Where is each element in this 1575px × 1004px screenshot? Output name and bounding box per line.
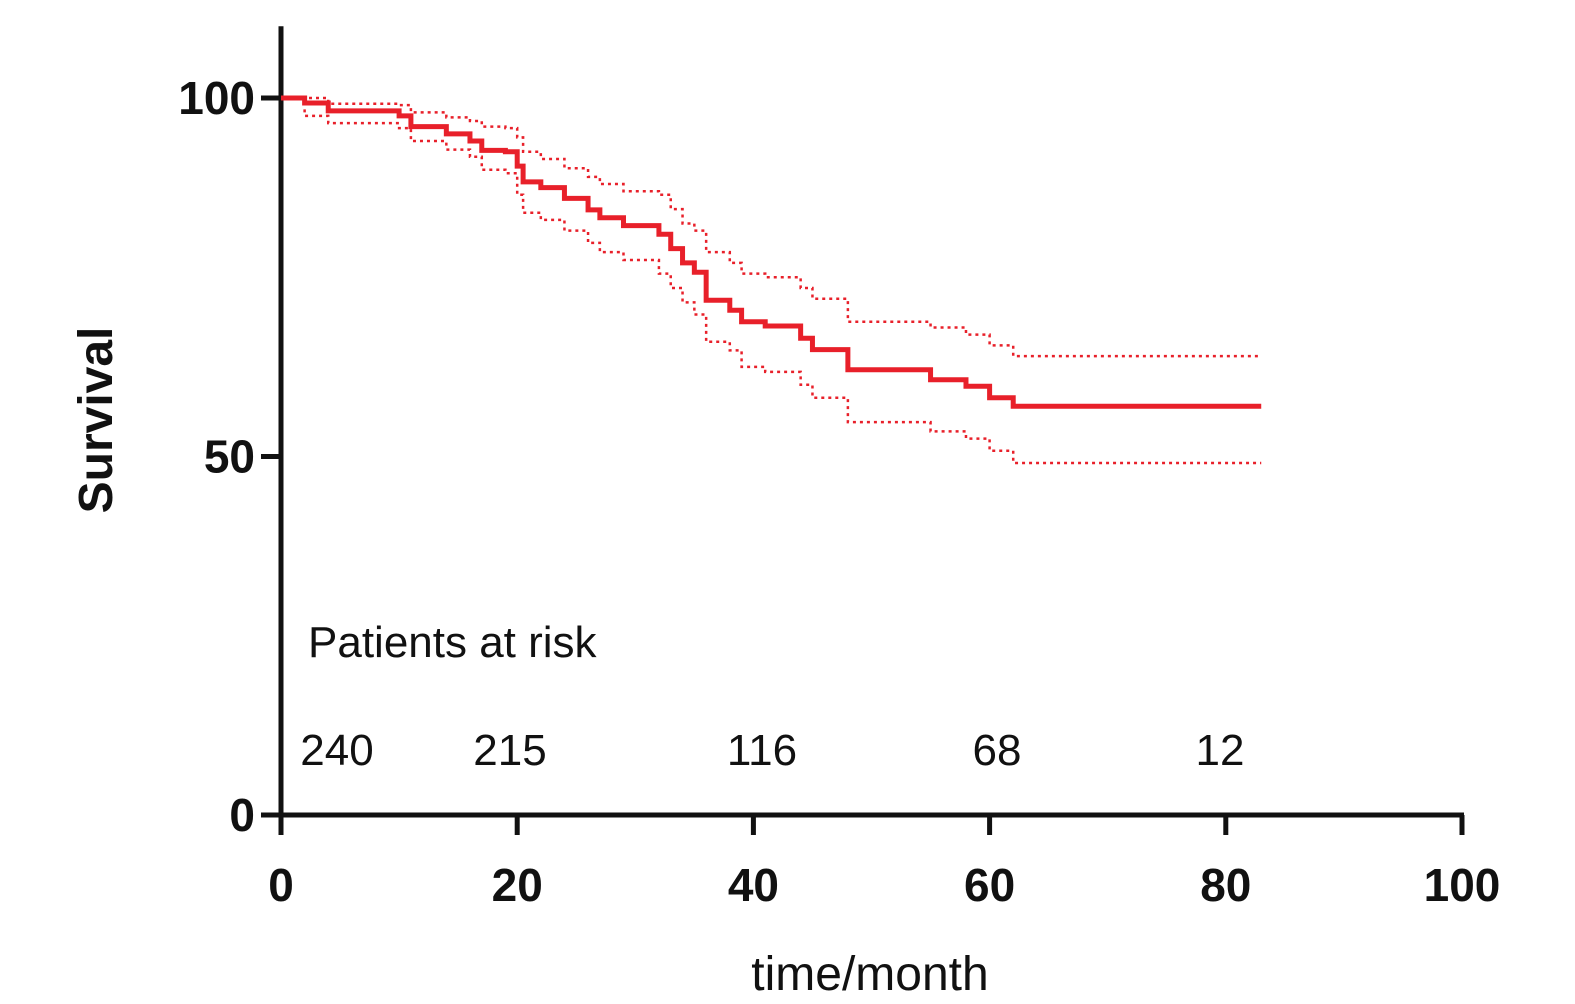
- y-axis-title: Survival: [70, 327, 123, 514]
- x-tick-label: 40: [728, 859, 779, 911]
- y-tick-label: 0: [229, 789, 255, 841]
- risk-count: 215: [473, 726, 546, 775]
- x-axis-title: time/month: [751, 948, 988, 1001]
- x-tick-label: 0: [268, 859, 294, 911]
- x-tick-label: 80: [1200, 859, 1251, 911]
- risk-count: 116: [727, 726, 797, 775]
- risk-count: 240: [300, 726, 373, 775]
- risk-count: 68: [973, 726, 1022, 775]
- confidence-band: [281, 96, 1262, 358]
- y-tick-label: 100: [178, 72, 255, 124]
- y-tick-label: 50: [204, 431, 255, 483]
- x-tick-label: 100: [1424, 859, 1501, 911]
- survival-curve: [281, 95, 1262, 409]
- x-tick-label: 20: [492, 859, 543, 911]
- risk-count: 12: [1196, 726, 1245, 775]
- x-tick-label: 60: [964, 859, 1015, 911]
- risk-title: Patients at risk: [308, 618, 598, 667]
